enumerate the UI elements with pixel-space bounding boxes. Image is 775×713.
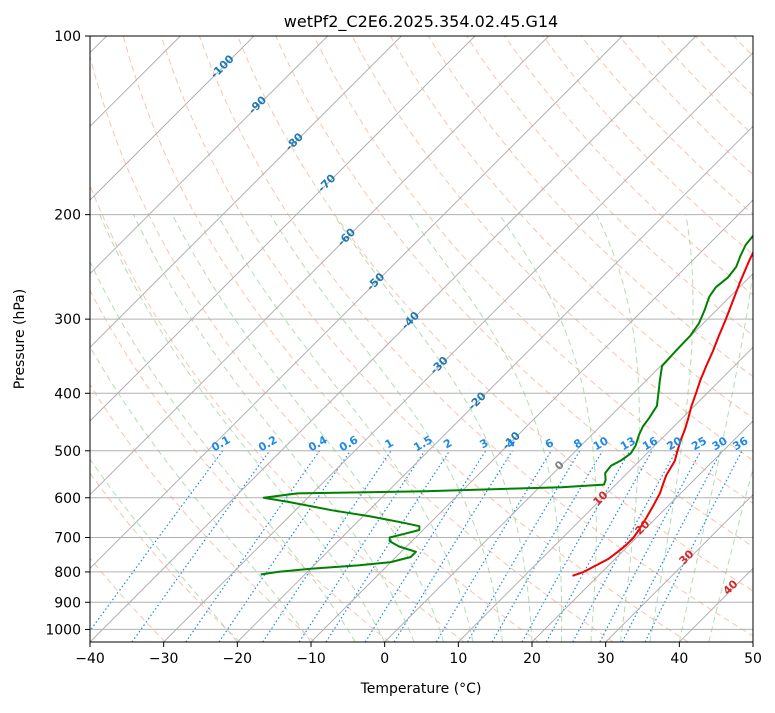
y-tick-label: 700 [54, 531, 81, 547]
y-tick-label: 600 [54, 491, 81, 507]
y-tick-label: 800 [54, 565, 81, 581]
x-tick-label: −40 [75, 651, 105, 667]
x-tick-label: 30 [597, 651, 615, 667]
x-tick-label: 40 [670, 651, 688, 667]
x-tick-label: −30 [149, 651, 179, 667]
y-tick-label: 500 [54, 444, 81, 460]
x-tick-label: 0 [380, 651, 389, 667]
y-tick-label: 900 [54, 595, 81, 611]
x-tick-label: −10 [296, 651, 326, 667]
x-tick-label: 20 [523, 651, 541, 667]
y-tick-label: 200 [54, 208, 81, 224]
y-tick-label: 300 [54, 312, 81, 328]
x-axis-label: Temperature (°C) [360, 681, 482, 697]
y-tick-label: 1000 [45, 622, 81, 638]
y-axis-label: Pressure (hPa) [12, 289, 28, 389]
y-tick-label: 400 [54, 386, 81, 402]
x-tick-label: −20 [223, 651, 253, 667]
x-tick-label: 10 [449, 651, 467, 667]
y-tick-label: 100 [54, 29, 81, 45]
chart-title: wetPf2_C2E6.2025.354.02.45.G14 [284, 12, 558, 32]
x-tick-label: 50 [744, 651, 762, 667]
